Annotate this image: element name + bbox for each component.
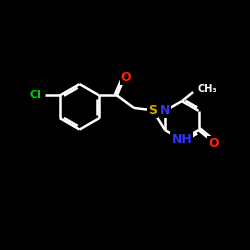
Text: S: S — [148, 104, 157, 117]
Text: O: O — [121, 71, 131, 84]
Text: N: N — [160, 104, 170, 117]
Text: Cl: Cl — [30, 90, 42, 101]
Text: CH₃: CH₃ — [198, 84, 217, 94]
Text: O: O — [208, 136, 219, 149]
Text: NH: NH — [172, 133, 192, 146]
